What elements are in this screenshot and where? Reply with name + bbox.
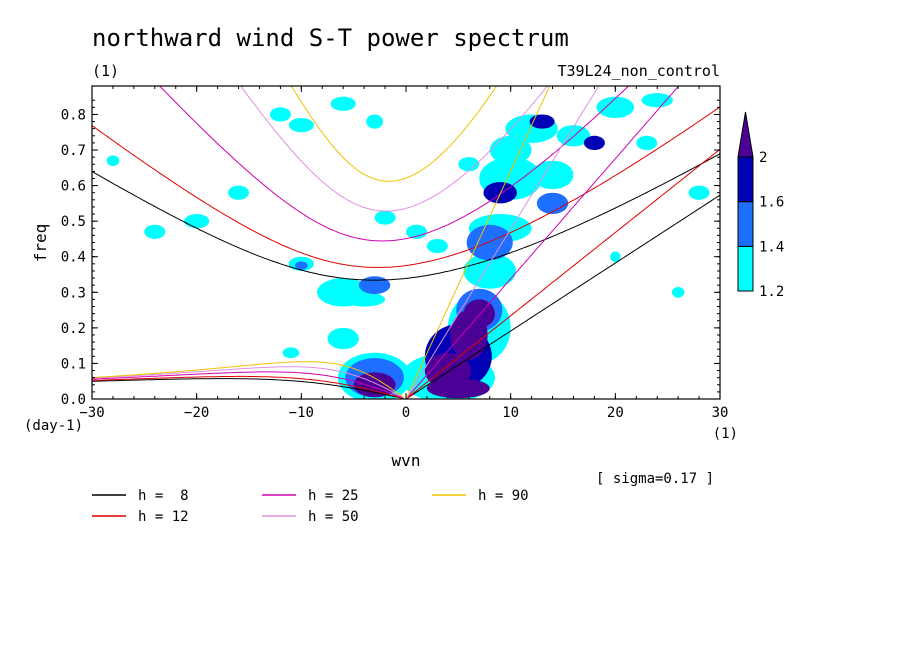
x-tick-label: −10 — [289, 405, 314, 421]
y-tick-label: 0.7 — [61, 143, 86, 159]
x-axis-label: wvn — [392, 451, 421, 470]
y-tick-label: 0.6 — [61, 179, 86, 195]
dispersion-curve — [92, 378, 404, 399]
y-unit-label: (day-1) — [24, 418, 83, 434]
y-tick-label: 0.4 — [61, 250, 86, 266]
contour-blob — [269, 107, 291, 122]
contour-blob — [327, 327, 359, 350]
contour-blob — [529, 114, 555, 129]
contour-blob — [531, 160, 574, 190]
y-axis-label: freq — [31, 224, 50, 263]
colorbar-arrow — [737, 111, 754, 158]
contour-blob — [184, 214, 210, 229]
contour-blob — [641, 93, 673, 108]
contour-blob — [466, 224, 513, 261]
contour-blob — [463, 299, 495, 328]
contour-blob — [330, 96, 356, 111]
x-tick-label: 30 — [712, 405, 729, 421]
dispersion-curve — [405, 194, 720, 399]
contour-blob — [671, 286, 685, 298]
contour-blob — [688, 185, 710, 200]
colorbar: 1.2 1.4 1.6 2 — [737, 111, 784, 300]
dispersion-curve — [240, 86, 549, 212]
colorbar-label: 1.4 — [759, 239, 784, 255]
legend-label: h = 90 — [478, 488, 529, 504]
dispersion-curve — [405, 148, 720, 399]
colorbar-label: 2 — [759, 150, 767, 166]
colorbar-label: 1.2 — [759, 284, 784, 300]
y-tick-label: 0.8 — [61, 107, 86, 123]
contour-fills — [106, 93, 710, 399]
contour-blob — [406, 224, 427, 239]
chart-title: northward wind S-T power spectrum — [92, 24, 569, 52]
plot-area: −30 −20 −10 0 10 20 30 0.0 0.1 0.2 0.3 0.4 0.5 0.6 0.7… — [61, 85, 729, 421]
legend-label: h = 25 — [308, 488, 359, 504]
dispersion-curve — [92, 361, 404, 398]
contour-blob — [536, 192, 569, 215]
contour-blob — [583, 135, 605, 151]
contour-blob — [374, 210, 396, 225]
contour-blob — [106, 155, 120, 167]
dispersion-curve — [405, 86, 600, 399]
y-tick-label: 0.0 — [61, 392, 86, 408]
plot-frame — [91, 85, 721, 400]
y-tick-label: 0.3 — [61, 285, 86, 301]
contour-blob — [228, 185, 250, 200]
y-tick-label: 0.5 — [61, 214, 86, 230]
contour-blob — [463, 253, 516, 289]
colorbar-segment — [737, 201, 754, 247]
contour-blob — [596, 96, 635, 119]
x-unit-label: (1) — [713, 426, 738, 442]
dispersion-curve — [405, 86, 551, 399]
subtitle-left: (1) — [92, 62, 119, 80]
contour-blob — [636, 135, 658, 151]
contour-blob — [295, 261, 308, 270]
x-tick-label: −20 — [184, 405, 209, 421]
contour-blob — [489, 135, 532, 165]
colorbar-label: 1.6 — [759, 195, 784, 211]
dispersion-curve — [92, 366, 404, 399]
legend-label: h = 12 — [138, 509, 189, 525]
sigma-note: [ sigma=0.17 ] — [596, 471, 714, 487]
x-tick-label: 20 — [607, 405, 624, 421]
dispersion-curve — [92, 106, 720, 268]
x-tick-label: −30 — [79, 405, 104, 421]
contour-blob — [426, 238, 448, 254]
dispersion-curve — [92, 375, 404, 399]
dispersion-curve — [291, 86, 498, 182]
x-tick-label: 0 — [402, 405, 410, 421]
y-tick-label: 0.1 — [61, 356, 86, 372]
colorbar-segment — [737, 156, 754, 203]
contour-blob — [343, 292, 386, 307]
contour-blob — [353, 372, 396, 398]
contour-blob — [458, 157, 480, 172]
contour-blob — [288, 118, 314, 133]
y-tick-label: 0.2 — [61, 321, 86, 337]
axes: −30 −20 −10 0 10 20 30 0.0 0.1 0.2 0.3 0.4 0.5 0.6 0.7… — [61, 86, 729, 421]
contour-blob — [366, 114, 383, 129]
x-tick-label: 10 — [502, 405, 519, 421]
contour-blob — [282, 347, 300, 359]
subtitle-right: T39L24_non_control — [557, 62, 720, 80]
legend: h = 8 h = 12 h = 25 h = 50 h = 90 — [92, 488, 529, 525]
dispersion-curve — [92, 371, 404, 399]
legend-label: h = 8 — [138, 488, 189, 504]
contour-blob — [358, 276, 391, 295]
dispersion-curve — [158, 86, 630, 242]
dispersion-curve — [92, 153, 720, 281]
contour-blob — [610, 251, 621, 263]
contour-blob — [144, 224, 166, 239]
colorbar-segment — [737, 245, 754, 292]
dispersion-curve — [405, 86, 680, 399]
dispersion-curves — [92, 86, 720, 399]
legend-label: h = 50 — [308, 509, 359, 525]
